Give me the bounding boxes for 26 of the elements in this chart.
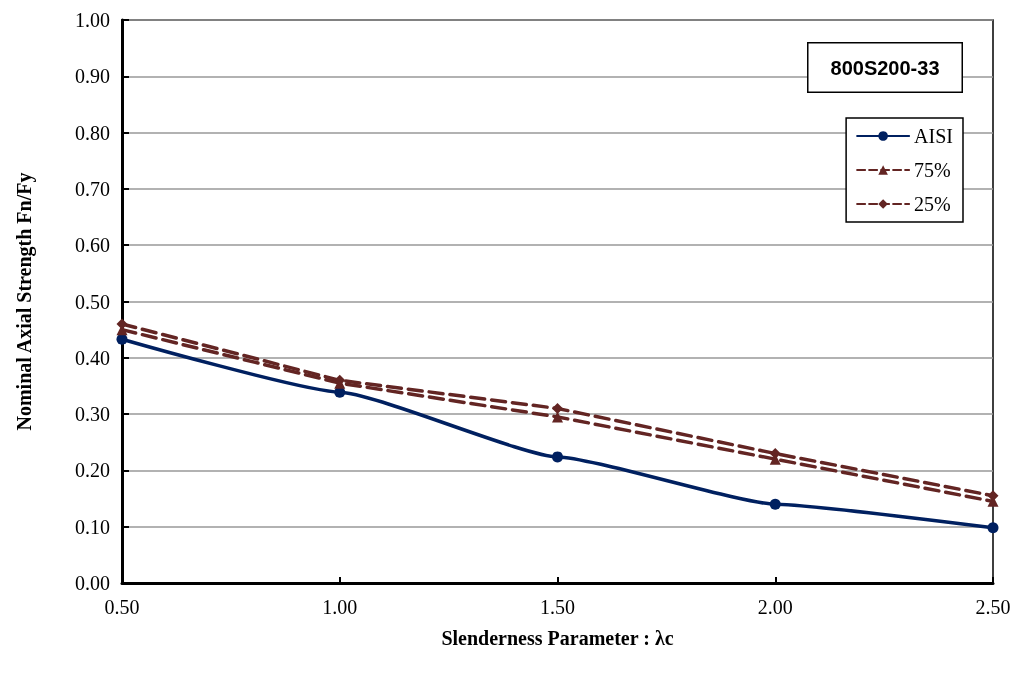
x-tick-label: 2.00: [757, 596, 793, 618]
point: [552, 402, 563, 414]
point: [769, 498, 781, 510]
y-tick-label: 0.10: [75, 515, 110, 538]
y-tick-label: 0.60: [75, 234, 110, 257]
y-tick-label: 0.20: [75, 459, 110, 482]
y-tick-label: 0.30: [75, 403, 110, 426]
y-tick-label: 0.70: [75, 177, 110, 200]
x-tick-label: 1.00: [322, 596, 358, 618]
y-axis-title: Nominal Axial Strength Fn/Fy: [13, 172, 36, 431]
point: [987, 522, 999, 534]
x-tick-label: 1.50: [540, 596, 575, 618]
y-tick-label: 1.00: [75, 9, 110, 31]
legend-label: AISI: [914, 125, 953, 147]
x-tick-label: 2.50: [975, 596, 1011, 618]
annotation: 800S200-33: [830, 56, 940, 79]
legend-label: 75%: [914, 159, 951, 181]
legend-label: 25%: [914, 193, 951, 215]
y-tick-label: 0.40: [75, 346, 110, 369]
x-axis-title: Slenderness Parameter : λc: [441, 627, 674, 649]
y-tick-label: 0.00: [75, 572, 110, 594]
point: [552, 451, 563, 463]
y-tick-label: 0.80: [75, 121, 110, 144]
x-tick-label: 0.50: [104, 596, 140, 618]
y-tick-label: 0.90: [75, 65, 110, 88]
y-tick-label: 0.50: [75, 290, 110, 313]
